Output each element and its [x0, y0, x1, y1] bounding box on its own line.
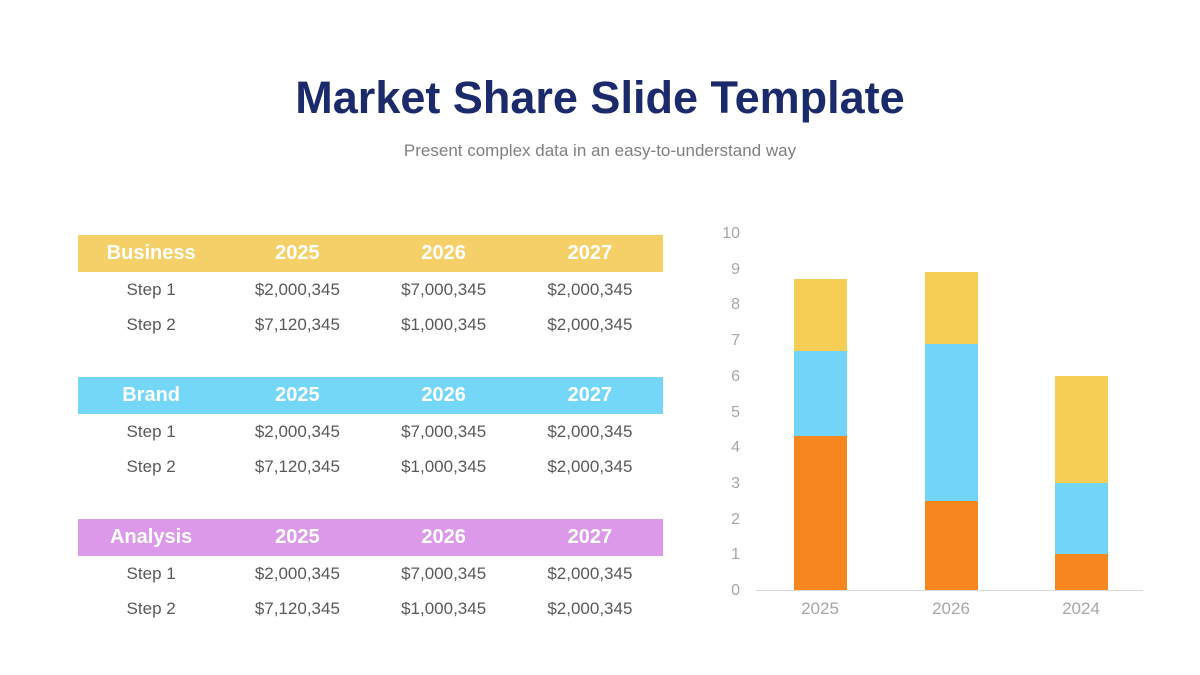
value-cell: $2,000,345 [547, 421, 633, 441]
value-cell: $7,120,345 [254, 456, 340, 476]
table-row: Step 1 $2,000,345 $7,000,345 $2,000,345 [78, 556, 663, 591]
x-axis-label-2026: 2026 [932, 599, 970, 618]
row-label-cell: Step 2 [126, 456, 176, 476]
table-header-cell: Business [106, 242, 196, 264]
table-header-cell: 2025 [275, 384, 320, 406]
table-header-cell: Brand [122, 384, 181, 406]
row-label-cell: Step 1 [126, 279, 176, 299]
bar-segment-orange-2025 [793, 436, 847, 590]
y-tick-label: 2 [731, 510, 740, 528]
table-header-cell: 2025 [275, 242, 320, 264]
stacked-bar-chart: 0 1 2 3 4 5 6 7 8 9 10 2025 2026 2024 [700, 222, 1170, 652]
table-header-row: Analysis 2025 2026 2027 [78, 519, 663, 556]
x-axis-label-2024: 2024 [1062, 599, 1100, 618]
bar-segment-yellow-2026 [924, 272, 978, 344]
value-cell: $2,000,345 [547, 563, 633, 583]
bar-segment-blue-2025 [793, 350, 847, 437]
value-cell: $2,000,345 [254, 421, 340, 441]
value-cell: $2,000,345 [547, 456, 633, 476]
data-table-business: Business 2025 2026 2027 Step 1 $2,000,345 $7,0… [78, 235, 663, 342]
slide-title: Market Share Slide Template [295, 72, 905, 123]
data-table-analysis: Analysis 2025 2026 2027 Step 1 $2,000,345 $7,0… [78, 519, 663, 626]
row-label-cell: Step 2 [126, 314, 176, 334]
table-header-cell: 2025 [275, 526, 320, 548]
value-cell: $1,000,345 [401, 456, 487, 476]
y-tick-label: 1 [731, 546, 740, 564]
table-header-cell: 2026 [421, 242, 466, 264]
y-tick-label: 4 [731, 439, 740, 457]
table-row: Step 2 $7,120,345 $1,000,345 $2,000,345 [78, 449, 663, 484]
y-tick-label: 9 [731, 260, 740, 278]
stacked-bar-2025 [793, 279, 847, 590]
bar-segment-blue-2024 [1054, 482, 1108, 555]
bar-segment-orange-2026 [924, 500, 978, 590]
row-label-cell: Step 1 [126, 421, 176, 441]
table-row: Step 1 $2,000,345 $7,000,345 $2,000,345 [78, 414, 663, 449]
x-axis-label-2025: 2025 [801, 599, 839, 618]
row-label-cell: Step 1 [126, 563, 176, 583]
stacked-bar-2024 [1054, 375, 1108, 590]
bar-segment-orange-2024 [1054, 554, 1108, 590]
stacked-bar-2026 [924, 272, 978, 590]
table-header-row: Brand 2025 2026 2027 [78, 377, 663, 414]
y-tick-label: 5 [731, 403, 740, 421]
row-label-cell: Step 2 [126, 598, 176, 618]
slide-subtitle: Present complex data in an easy-to-under… [403, 141, 797, 160]
table-header-cell: 2027 [567, 526, 613, 548]
value-cell: $2,000,345 [547, 598, 633, 618]
bar-segment-blue-2026 [924, 343, 978, 501]
table-header-cell: 2027 [567, 242, 613, 264]
table-header-cell: Analysis [109, 526, 193, 548]
data-table-brand: Brand 2025 2026 2027 Step 1 $2,000,345 $7,000,… [78, 377, 663, 484]
table-header-cell: 2027 [567, 384, 613, 406]
value-cell: $7,120,345 [254, 598, 340, 618]
value-cell: $2,000,345 [547, 314, 633, 334]
table-row: Step 2 $7,120,345 $1,000,345 $2,000,345 [78, 591, 663, 626]
y-tick-label: 6 [731, 367, 740, 385]
y-tick-label: 0 [731, 582, 740, 599]
bar-segment-yellow-2025 [793, 279, 847, 351]
value-cell: $1,000,345 [401, 314, 487, 334]
value-cell: $7,120,345 [254, 314, 340, 334]
value-cell: $2,000,345 [547, 279, 633, 299]
table-row: Step 2 $7,120,345 $1,000,345 $2,000,345 [78, 307, 663, 342]
table-header-cell: 2026 [421, 384, 466, 406]
table-header-row: Business 2025 2026 2027 [78, 235, 663, 272]
value-cell: $7,000,345 [401, 421, 487, 441]
value-cell: $7,000,345 [401, 279, 487, 299]
x-axis-line [756, 590, 1143, 591]
value-cell: $2,000,345 [254, 279, 340, 299]
y-tick-label: 8 [731, 296, 740, 314]
table-header-cell: 2026 [421, 526, 466, 548]
y-tick-label: 3 [731, 474, 740, 492]
value-cell: $7,000,345 [401, 563, 487, 583]
table-row: Step 1 $2,000,345 $7,000,345 $2,000,345 [78, 272, 663, 307]
y-tick-label: 10 [722, 225, 740, 242]
value-cell: $2,000,345 [254, 563, 340, 583]
value-cell: $1,000,345 [401, 598, 487, 618]
y-tick-label: 7 [731, 332, 740, 350]
bar-segment-yellow-2024 [1054, 375, 1108, 483]
